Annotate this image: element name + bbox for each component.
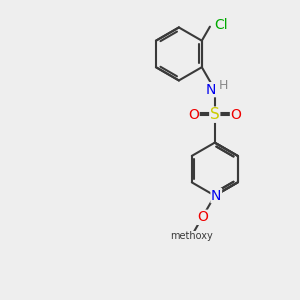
- Text: O: O: [230, 108, 242, 122]
- Text: O: O: [188, 108, 199, 122]
- Text: Cl: Cl: [214, 18, 228, 32]
- Text: N: N: [206, 82, 216, 97]
- Text: O: O: [197, 210, 208, 224]
- Text: S: S: [210, 107, 220, 122]
- Text: methoxy: methoxy: [170, 231, 213, 242]
- Text: N: N: [211, 189, 221, 202]
- Text: H: H: [218, 79, 228, 92]
